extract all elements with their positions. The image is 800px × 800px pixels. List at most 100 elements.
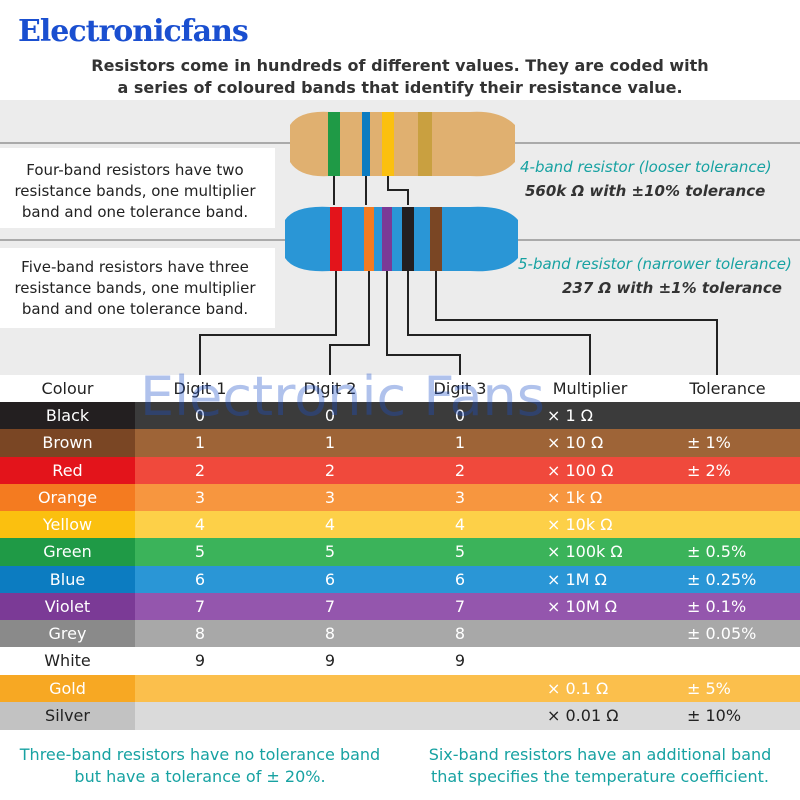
table-cell [395, 701, 525, 730]
colour-name: Red [0, 456, 135, 485]
table-cell: 8 [135, 620, 265, 648]
table-cell [265, 701, 395, 730]
table-cell: ± 0.05% [655, 620, 800, 648]
table-cell: ± 5% [655, 674, 800, 703]
table-cell: 0 [395, 402, 525, 430]
text-line: Five-band resistors have three [21, 258, 249, 276]
five-band-label: 5-band resistor (narrower tolerance) [518, 255, 792, 273]
text-line: resistance bands, one multiplier [14, 279, 256, 297]
table-cell: 6 [265, 565, 395, 594]
table-cell [655, 647, 800, 676]
table-cell: 4 [265, 511, 395, 539]
table-cell: 8 [395, 620, 525, 648]
table-cell [395, 674, 525, 703]
four-band-value: 560k Ω with ±10% tolerance [525, 182, 766, 200]
table-cell: × 0.01 Ω [525, 701, 655, 730]
intro-line: Resistors come in hundreds of different … [91, 56, 709, 75]
text-line: band and one tolerance band. [21, 203, 249, 221]
colour-name: Grey [0, 620, 135, 648]
table-cell [135, 674, 265, 703]
table-cell: × 0.1 Ω [525, 674, 655, 703]
table-cell: 9 [395, 647, 525, 676]
five-band-resistor [285, 206, 518, 272]
table-cell: 2 [135, 456, 265, 485]
header-cell: Digit 2 [265, 375, 395, 402]
brand: Electronicfans [18, 14, 249, 49]
table-cell [265, 674, 395, 703]
table-cell: ± 10% [655, 701, 800, 730]
colour-name: White [0, 647, 135, 676]
colour-name: Violet [0, 592, 135, 621]
table-cell: 3 [265, 483, 395, 512]
table-cell: 7 [135, 592, 265, 621]
colour-name: Black [0, 402, 135, 430]
table-cell: 2 [395, 456, 525, 485]
table-cell: ± 0.1% [655, 592, 800, 621]
table-cell: × 1M Ω [525, 565, 655, 594]
table-cell [655, 483, 800, 512]
text-line: Six-band resistors have an additional ba… [428, 745, 772, 764]
footnote: Three-band resistors have no tolerance b… [0, 744, 400, 788]
colour-name: Gold [0, 674, 135, 703]
table-cell: × 100 Ω [525, 456, 655, 485]
table-cell: 1 [135, 429, 265, 458]
table-cell [525, 647, 655, 676]
colour-name: Brown [0, 429, 135, 458]
table-cell [655, 402, 800, 430]
table-cell [135, 701, 265, 730]
header-cell: Colour [0, 375, 135, 402]
colour-name: Orange [0, 483, 135, 512]
colour-name: Silver [0, 701, 135, 730]
header-cell: Digit 1 [135, 375, 265, 402]
table-cell: 5 [265, 538, 395, 567]
table-cell: 7 [395, 592, 525, 621]
table-cell: 5 [135, 538, 265, 567]
table-cell [525, 620, 655, 648]
connector-lines [199, 176, 718, 378]
table-cell: 5 [395, 538, 525, 567]
colour-name: Blue [0, 565, 135, 594]
table-cell: × 1k Ω [525, 483, 655, 512]
text-line: that specifies the temperature coefficie… [431, 767, 769, 786]
text-line: band and one tolerance band. [21, 300, 249, 318]
table-cell [655, 511, 800, 539]
four-band-description: Four-band resistors have two resistance … [0, 160, 270, 223]
colour-name: Yellow [0, 511, 135, 539]
table-cell: × 100k Ω [525, 538, 655, 567]
four-band-resistor [290, 111, 515, 177]
table-cell: 9 [265, 647, 395, 676]
intro-line: a series of coloured bands that identify… [117, 78, 683, 97]
colour-table: Colour Digit 1 Digit 2 Digit 3 Multiplier Tol… [0, 375, 800, 730]
text-line: resistance bands, one multiplier [14, 182, 256, 200]
header-cell: Digit 3 [395, 375, 525, 402]
table-cell: 4 [135, 511, 265, 539]
table-cell: ± 0.5% [655, 538, 800, 567]
table-cell: × 1 Ω [525, 402, 655, 430]
table-cell: ± 1% [655, 429, 800, 458]
table-cell: 6 [395, 565, 525, 594]
intro: Resistors come in hundreds of different … [0, 55, 800, 99]
table-cell: 4 [395, 511, 525, 539]
table-cell: 2 [265, 456, 395, 485]
table-cell: × 10k Ω [525, 511, 655, 539]
table-cell: 7 [265, 592, 395, 621]
five-band-value: 237 Ω with ±1% tolerance [562, 279, 782, 297]
table-cell: ± 0.25% [655, 565, 800, 594]
table-cell: 1 [265, 429, 395, 458]
table-cell: 6 [135, 565, 265, 594]
four-band-label: 4-band resistor (looser tolerance) [520, 158, 772, 176]
table-cell: 0 [135, 402, 265, 430]
footnote: Six-band resistors have an additional ba… [400, 744, 800, 788]
table-cell: 0 [265, 402, 395, 430]
table-cell: × 10M Ω [525, 592, 655, 621]
table-cell: 1 [395, 429, 525, 458]
header-cell: Multiplier [525, 375, 655, 402]
colour-name: Green [0, 538, 135, 567]
table-cell: ± 2% [655, 456, 800, 485]
header-cell: Tolerance [655, 375, 800, 402]
text-line: Three-band resistors have no tolerance b… [19, 745, 381, 764]
text-line: but have a tolerance of ± 20%. [74, 767, 326, 786]
table-cell: 8 [265, 620, 395, 648]
